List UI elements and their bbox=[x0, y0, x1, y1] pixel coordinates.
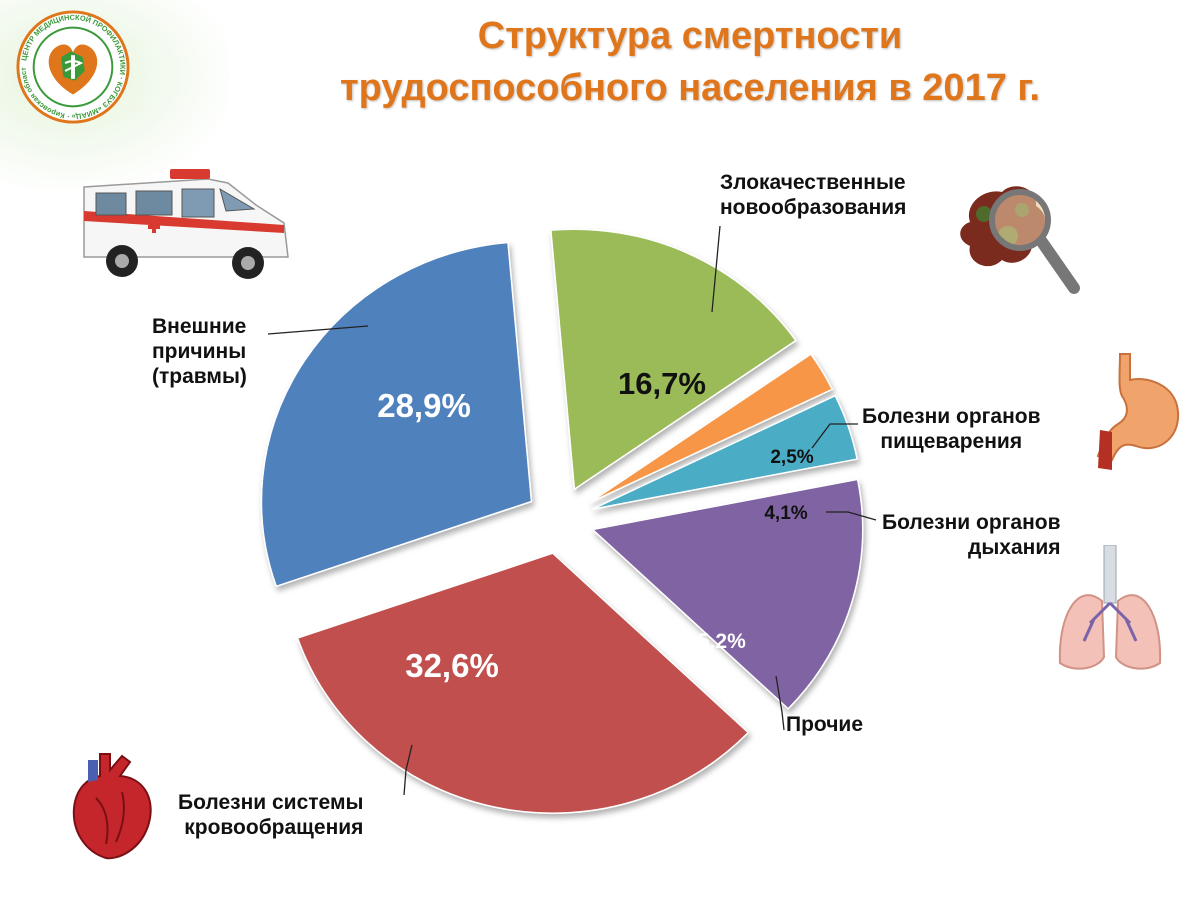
pie-slice-oncology bbox=[550, 228, 797, 491]
data-label-respiratory: 4,1% bbox=[764, 503, 808, 524]
heart-icon bbox=[72, 753, 152, 860]
leader-line-oncology bbox=[711, 225, 721, 313]
category-label-other: Прочие bbox=[786, 712, 863, 737]
title-line-2: трудоспособного населения в 2017 г. bbox=[340, 67, 1040, 109]
label-line: Болезни органов bbox=[882, 511, 1061, 534]
lungs-icon bbox=[1058, 545, 1162, 670]
magnifier-icon bbox=[960, 186, 1080, 294]
leader-line-respiratory bbox=[826, 511, 877, 521]
data-label-circulatory: 32,6% bbox=[405, 647, 499, 684]
category-label-circulatory: Болезни системы кровообращения bbox=[178, 790, 363, 840]
label-line: (травмы) bbox=[152, 365, 247, 388]
pie-slice-digestive bbox=[588, 353, 834, 504]
label-line: причины bbox=[152, 340, 247, 363]
category-label-oncology: Злокачественные новообразования bbox=[720, 170, 906, 220]
pie-slice-circulatory bbox=[296, 552, 750, 814]
ambulance-icon bbox=[83, 169, 289, 279]
leader-line-digestive bbox=[811, 423, 858, 449]
label-line: пищеварения bbox=[880, 430, 1023, 453]
label-line: Злокачественные bbox=[720, 171, 906, 194]
label-line: кровообращения bbox=[184, 816, 364, 839]
label-line: Прочие bbox=[786, 713, 864, 736]
leader-line-external bbox=[267, 325, 369, 335]
leader-line-circulatory bbox=[403, 744, 413, 796]
label-line: Болезни системы bbox=[178, 791, 364, 814]
data-label-other: 15,2% bbox=[686, 630, 746, 653]
title-line-1: Структура смертности bbox=[477, 15, 903, 57]
category-label-external: Внешние причины (травмы) bbox=[152, 314, 247, 389]
pie-slice-external bbox=[260, 241, 533, 588]
label-line: новообразования bbox=[720, 196, 907, 219]
data-label-external: 28,9% bbox=[377, 387, 471, 424]
data-label-digestive: 2,5% bbox=[770, 447, 814, 468]
stomach-icon bbox=[1096, 353, 1180, 470]
organization-logo: ЦЕНТР МЕДИЦИНСКОЙ ПРОФИЛАКТИКИ · КОГБУЗ … bbox=[14, 8, 130, 124]
label-line: Болезни органов bbox=[862, 405, 1041, 428]
label-line: Внешние bbox=[152, 315, 247, 338]
label-line: дыхания bbox=[968, 536, 1061, 559]
page-title: Структура смертности трудоспособного нас… bbox=[240, 10, 1140, 114]
category-label-respiratory: Болезни органов дыхания bbox=[882, 510, 1061, 560]
pie-slice-respiratory bbox=[591, 394, 859, 510]
pie-slice-other bbox=[591, 478, 864, 710]
data-label-oncology: 16,7% bbox=[618, 366, 706, 401]
leader-line-other bbox=[775, 675, 785, 731]
category-label-digestive: Болезни органов пищеварения bbox=[862, 404, 1041, 454]
